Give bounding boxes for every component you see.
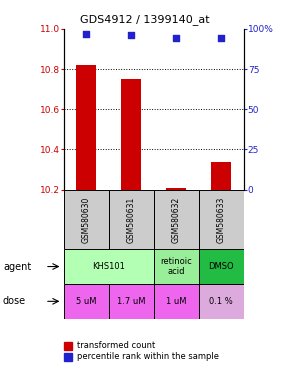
Text: GDS4912 / 1399140_at: GDS4912 / 1399140_at [80, 14, 210, 25]
Bar [199, 249, 244, 284]
Bar [76, 65, 96, 190]
Bar [199, 190, 244, 249]
Text: agent: agent [3, 262, 31, 271]
Bar [166, 188, 186, 190]
Text: percentile rank within the sample: percentile rank within the sample [77, 352, 219, 361]
Text: DMSO: DMSO [208, 262, 234, 271]
Text: 1 uM: 1 uM [166, 297, 186, 306]
Bar [154, 249, 199, 284]
Text: transformed count: transformed count [77, 341, 155, 351]
Bar [109, 190, 154, 249]
Bar [64, 284, 109, 319]
Point [174, 35, 179, 41]
Bar [154, 190, 199, 249]
Text: GSM580630: GSM580630 [82, 196, 91, 243]
Text: GSM580633: GSM580633 [217, 196, 226, 243]
Text: GSM580632: GSM580632 [172, 196, 181, 243]
Text: dose: dose [3, 296, 26, 306]
Text: KHS101: KHS101 [92, 262, 125, 271]
Bar [64, 190, 109, 249]
Bar [121, 79, 141, 190]
Bar [64, 249, 154, 284]
Point [129, 32, 133, 38]
Text: 5 uM: 5 uM [76, 297, 97, 306]
Point [219, 35, 223, 41]
Text: retinoic
acid: retinoic acid [160, 257, 192, 276]
Text: 0.1 %: 0.1 % [209, 297, 233, 306]
Bar [211, 162, 231, 190]
Bar [154, 284, 199, 319]
Bar [199, 284, 244, 319]
Point [84, 31, 89, 37]
Bar [109, 284, 154, 319]
Text: GSM580631: GSM580631 [127, 196, 136, 243]
Text: 1.7 uM: 1.7 uM [117, 297, 146, 306]
